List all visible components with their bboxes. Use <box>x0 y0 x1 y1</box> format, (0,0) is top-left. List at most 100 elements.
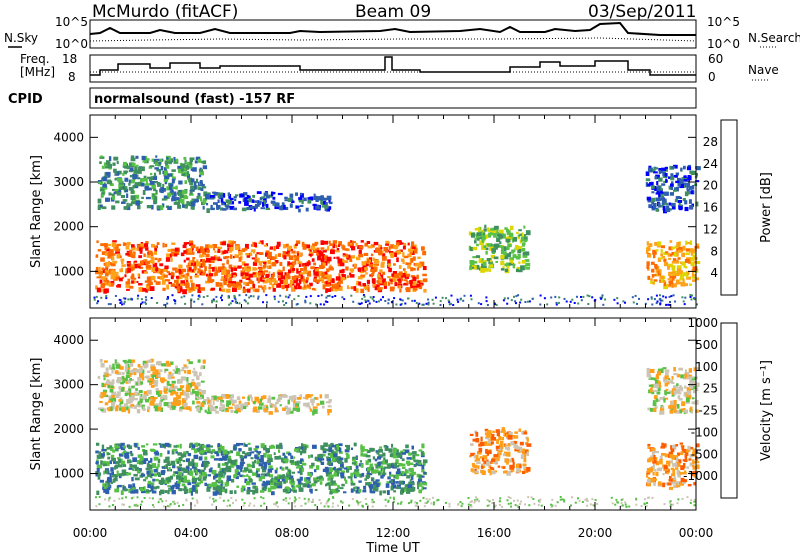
velocity-echo-cell <box>274 469 278 474</box>
power-echo-cell <box>399 288 402 293</box>
power-ground-cell <box>145 298 148 301</box>
velocity-echo-cell <box>150 396 154 400</box>
velocity-echo-cell <box>670 467 675 471</box>
power-ground-cell <box>387 302 390 305</box>
power-echo-cell <box>229 205 235 210</box>
power-echo-cell <box>676 265 682 270</box>
velocity-echo-cell <box>657 386 661 392</box>
velocity-echo-cell <box>218 487 223 493</box>
power-echo-cell <box>403 279 408 282</box>
velocity-echo-cell <box>663 380 669 383</box>
power-echo-cell <box>380 274 384 279</box>
power-echo-cell <box>284 199 289 202</box>
power-ground-cell <box>282 300 284 303</box>
velocity-echo-cell <box>260 490 265 493</box>
power-echo-cell <box>272 272 275 277</box>
velocity-echo-cell <box>477 451 482 455</box>
power-echo-cell <box>215 282 219 287</box>
power-echo-cell <box>98 273 102 278</box>
power-ground-cell <box>198 295 201 298</box>
velocity-ground-cell <box>591 498 594 501</box>
velocity-echo-cell <box>167 404 172 408</box>
power-echo-cell <box>675 180 680 184</box>
power-ground-cell <box>166 296 169 298</box>
velocity-echo-cell <box>258 477 263 482</box>
power-echo-cell <box>209 195 215 198</box>
velocity-echo-cell <box>315 465 320 470</box>
power-echo-cell <box>367 287 370 292</box>
velocity-echo-cell <box>407 484 413 489</box>
power-ground-cell <box>236 301 238 304</box>
power-echo-cell <box>134 194 140 199</box>
power-echo-cell <box>282 266 285 272</box>
power-echo-cell <box>683 175 687 178</box>
velocity-echo-cell <box>237 470 240 473</box>
power-echo-cell <box>134 263 138 269</box>
velocity-echo-cell <box>132 467 135 471</box>
velocity-echo-cell <box>112 449 115 453</box>
velocity-echo-cell <box>378 448 383 453</box>
power-echo-cell <box>232 283 238 289</box>
velocity-echo-cell <box>300 458 304 462</box>
velocity-echo-cell <box>213 475 216 480</box>
velocity-echo-cell <box>177 475 182 479</box>
power-echo-cell <box>679 178 684 183</box>
power-echo-cell <box>266 265 269 269</box>
power-echo-cell <box>303 264 307 269</box>
power-ground-cell <box>174 302 177 305</box>
velocity-echo-cell <box>333 472 338 477</box>
power-ground-cell <box>681 296 684 299</box>
velocity-echo-cell <box>186 377 189 382</box>
velocity-echo-cell <box>659 458 663 463</box>
velocity-echo-cell <box>673 408 677 413</box>
velocity-ground-cell <box>356 500 359 503</box>
power-echo-cell <box>295 283 300 286</box>
power-echo-cell <box>690 170 696 175</box>
power-echo-cell <box>250 206 255 209</box>
velocity-echo-cell <box>382 469 385 474</box>
power-echo-cell <box>119 186 122 190</box>
power-ground-cell <box>563 297 566 300</box>
power-echo-cell <box>148 276 153 279</box>
power-echo-cell <box>137 244 141 248</box>
power-echo-cell <box>373 259 379 264</box>
power-echo-cell <box>116 254 120 259</box>
velocity-echo-cell <box>268 465 273 469</box>
velocity-echo-cell <box>332 444 336 448</box>
velocity-echo-cell <box>135 382 138 386</box>
power-echo-cell <box>309 282 313 287</box>
velocity-echo-cell <box>276 479 280 483</box>
power-ground-cell <box>495 303 498 306</box>
velocity-echo-cell <box>311 483 316 487</box>
velocity-echo-cell <box>677 404 680 409</box>
power-echo-cell <box>369 263 374 268</box>
power-echo-cell <box>215 268 218 273</box>
velocity-ground-cell <box>191 497 194 500</box>
power-echo-cell <box>490 227 494 231</box>
power-echo-cell <box>412 280 417 286</box>
velocity-echo-cell <box>187 470 190 475</box>
power-echo-cell <box>685 271 690 276</box>
velocity-echo-cell <box>229 399 235 404</box>
velocity-echo-cell <box>262 395 267 400</box>
power-echo-cell <box>674 245 680 249</box>
power-echo-cell <box>277 192 283 196</box>
velocity-echo-cell <box>173 385 178 389</box>
power-echo-cell <box>151 243 155 248</box>
velocity-echo-cell <box>693 386 697 390</box>
velocity-echo-cell <box>677 481 680 486</box>
velocity-echo-cell <box>153 473 158 477</box>
power-echo-cell <box>281 284 285 290</box>
velocity-echo-cell <box>130 403 135 407</box>
velocity-echo-cell <box>198 456 203 461</box>
velocity-ground-cell <box>415 504 418 507</box>
velocity-echo-cell <box>163 402 169 407</box>
power-echo-cell <box>679 180 684 184</box>
power-echo-cell <box>495 229 499 234</box>
velocity-echo-cell <box>647 407 651 411</box>
power-ground-cell <box>228 303 231 306</box>
power-echo-cell <box>202 186 207 189</box>
power-echo-cell <box>170 257 173 262</box>
power-echo-cell <box>181 199 185 204</box>
velocity-echo-cell <box>160 470 165 476</box>
